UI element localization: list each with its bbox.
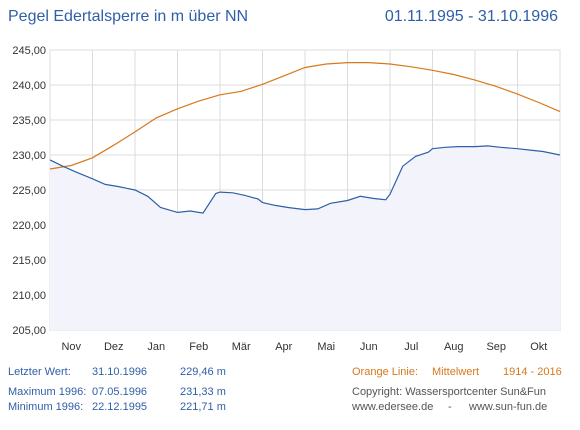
x-tick-label: Apr — [275, 341, 292, 353]
x-tick-label: Jan — [147, 341, 165, 353]
x-tick-label: Mai — [317, 341, 335, 353]
y-tick-label: 225,00 — [12, 185, 46, 197]
x-tick-label: Jun — [360, 341, 378, 353]
x-tick-label: Dez — [104, 341, 124, 353]
site-link-edersee[interactable]: www.edersee.de — [352, 401, 434, 413]
maximum-label: Maximum 1996: — [8, 386, 87, 398]
copyright: Copyright: Wassersportcenter Sun&Fun — [352, 386, 547, 398]
x-tick-label: Nov — [61, 341, 81, 353]
y-tick-label: 245,00 — [12, 45, 46, 57]
x-tick-label: Sep — [486, 341, 506, 353]
last-value: 229,46 m — [180, 366, 226, 378]
level-area-fill — [50, 145, 560, 330]
minimum-date: 22.12.1995 — [92, 401, 148, 413]
level-line — [49, 145, 561, 214]
x-tick-label: Aug — [444, 341, 464, 353]
x-tick-label: Feb — [189, 341, 208, 353]
minimum-value: 221,71 m — [180, 401, 226, 413]
maximum-value: 231,33 m — [180, 386, 226, 398]
mean-line — [49, 61, 561, 170]
minimum-label: Minimum 1996: — [8, 401, 84, 413]
site-link-sun-fun[interactable]: www.sun-fun.de — [469, 401, 548, 413]
y-tick-label: 240,00 — [12, 80, 46, 92]
x-tick-label: Mär — [232, 341, 251, 353]
y-tick-label: 230,00 — [12, 150, 46, 162]
y-tick-label: 220,00 — [12, 220, 46, 232]
maximum-date: 07.05.1996 — [92, 386, 148, 398]
orange-line-desc: Mittelwert — [432, 366, 480, 378]
y-tick-label: 205,00 — [12, 325, 46, 337]
date-range: 01.11.1995 - 31.10.1996 — [384, 8, 558, 25]
x-tick-label: Okt — [530, 341, 547, 353]
y-tick-label: 210,00 — [12, 290, 46, 302]
y-tick-label: 235,00 — [12, 115, 46, 127]
chart-title: Pegel Edertalsperre in m über NN — [8, 8, 249, 25]
site-separator: - — [448, 401, 452, 413]
orange-line-years: 1914 - 2016 — [503, 366, 562, 378]
orange-line-label: Orange Linie: — [352, 366, 419, 378]
x-tick-label: Jul — [404, 341, 418, 353]
y-tick-label: 215,00 — [12, 255, 46, 267]
last-value-label: Letzter Wert: — [8, 366, 71, 378]
last-value-date: 31.10.1996 — [92, 366, 148, 378]
